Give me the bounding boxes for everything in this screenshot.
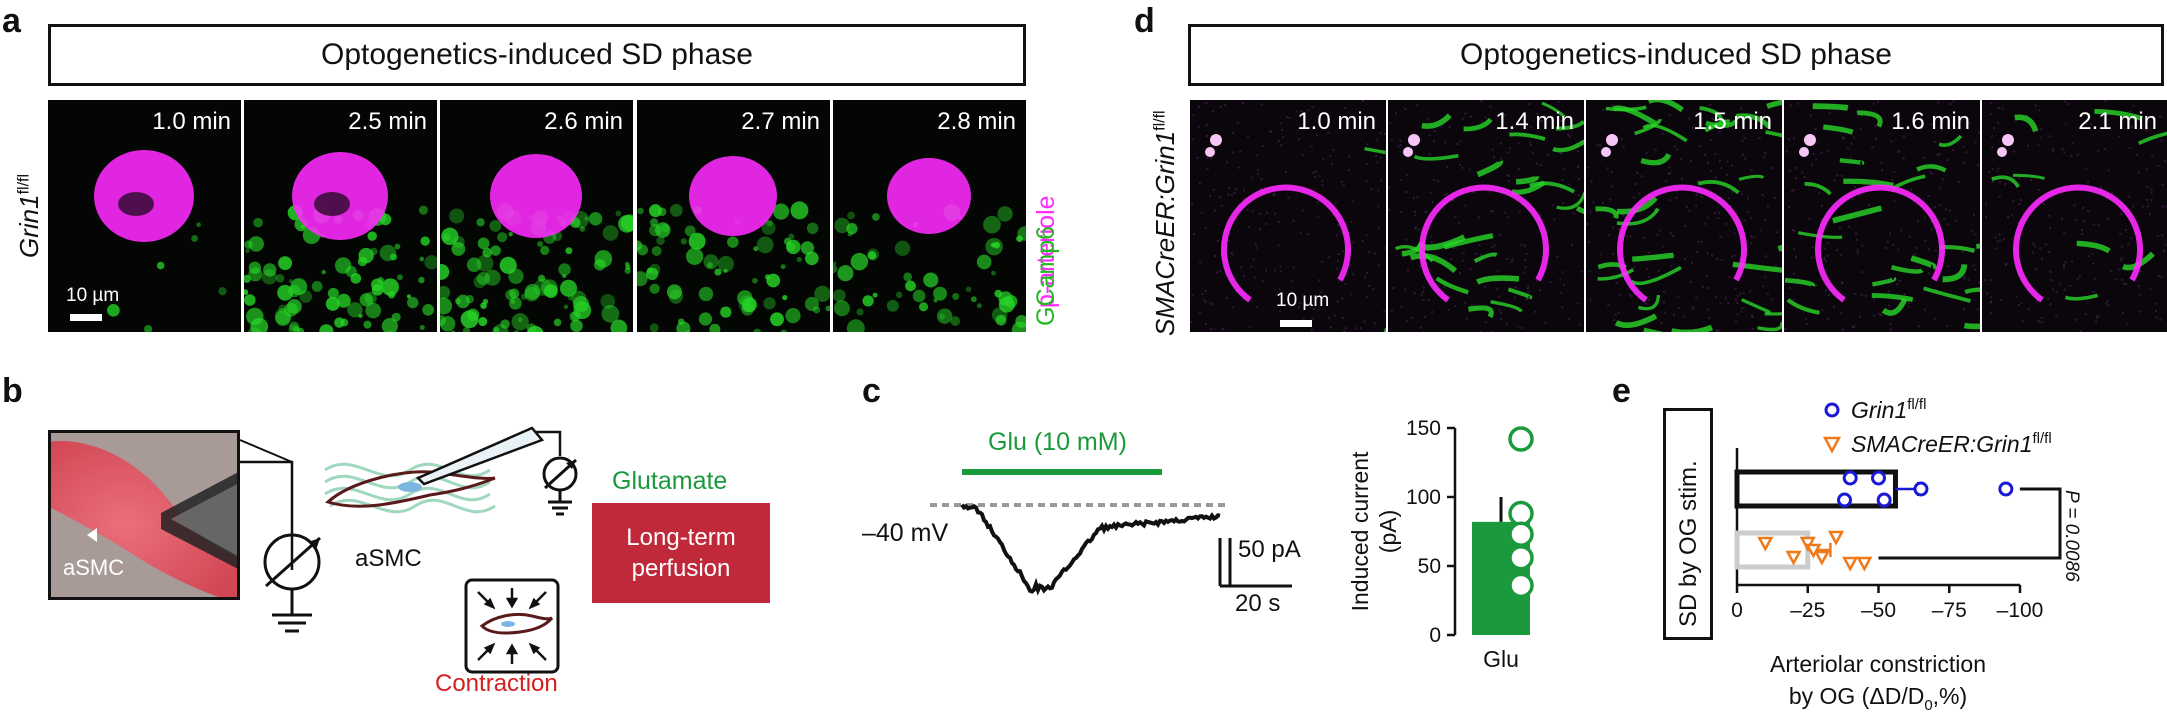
legend-marker-grin1 bbox=[1824, 402, 1840, 418]
time-label: 2.6 min bbox=[544, 108, 623, 135]
x-tick-label: –50 bbox=[1861, 599, 1896, 622]
data-point bbox=[1785, 550, 1802, 566]
image-panel-a-1: 1.0 min 10 µm bbox=[48, 100, 241, 332]
scale-bar-label: 10 µm bbox=[66, 285, 120, 306]
scale-label-y: 50 pA bbox=[1238, 536, 1301, 563]
patch-schematic bbox=[239, 426, 578, 674]
y-tick-label: 0 bbox=[1429, 624, 1441, 647]
image-panel-a-4: 2.7 min bbox=[637, 100, 830, 332]
current-trace bbox=[930, 469, 1235, 596]
image-panel-a-5: 2.8 min bbox=[833, 100, 1026, 332]
data-point bbox=[1799, 536, 1816, 552]
genotype-label-d: SMACreER:Grin1fl/fl bbox=[1150, 110, 1180, 336]
time-label: 1.5 min bbox=[1693, 108, 1772, 135]
perfusion-box: Long-term perfusion bbox=[592, 503, 770, 603]
data-point bbox=[1757, 536, 1774, 552]
significance-bracket bbox=[1878, 487, 2062, 560]
patch-clamp-micrograph: aSMC bbox=[48, 430, 240, 600]
panel-letter-c: c bbox=[862, 372, 881, 410]
data-point bbox=[1913, 481, 1929, 497]
time-label: 1.0 min bbox=[1297, 108, 1376, 135]
y-tick-label: 50 bbox=[1418, 555, 1441, 578]
legend-marker-smacreer bbox=[1822, 436, 1842, 454]
time-label: 1.6 min bbox=[1891, 108, 1970, 135]
x-tick-label: –75 bbox=[1932, 599, 1967, 622]
time-label: 2.5 min bbox=[348, 108, 427, 135]
image-panel-d-4: 1.6 min bbox=[1784, 100, 1980, 332]
data-point bbox=[1827, 530, 1845, 546]
channel-label-gcamp: GCamp6 bbox=[1032, 225, 1060, 326]
data-point bbox=[1871, 470, 1886, 486]
time-label: 2.1 min bbox=[2078, 108, 2157, 135]
image-panel-a-2: 2.5 min bbox=[244, 100, 437, 332]
data-point bbox=[1856, 556, 1873, 572]
bar-grin1 bbox=[1734, 469, 1898, 509]
image-panel-d-5: 2.1 min bbox=[1982, 100, 2167, 332]
legend-label-smacreer: SMACreER:Grin1fl/fl bbox=[1851, 430, 2052, 457]
p-value: P = 0.0086 bbox=[2061, 490, 2082, 582]
chart-arteriolar-constriction: 0 –25 –50 –75 –100 P = 0.0086 Grin1fl/fl SMACre… bbox=[1731, 396, 2082, 714]
genotype-label-a: Grin1fl/fl bbox=[14, 173, 44, 258]
time-label: 1.4 min bbox=[1495, 108, 1574, 135]
panel-letter-e: e bbox=[1612, 372, 1631, 410]
phase-banner-a: Optogenetics-induced SD phase bbox=[48, 24, 1026, 86]
chart-induced-current: 150 100 50 0 Induced current(pA) Glu bbox=[1347, 417, 1534, 672]
stim-label: Glu (10 mM) bbox=[988, 428, 1127, 456]
image-panel-d-3: 1.5 min bbox=[1586, 100, 1782, 332]
y-axis-label: Induced current(pA) bbox=[1347, 451, 1401, 611]
data-point bbox=[1508, 572, 1534, 599]
x-tick-label: –100 bbox=[1997, 599, 2044, 622]
panel-letter-a: a bbox=[2, 2, 21, 40]
data-point bbox=[1508, 521, 1534, 548]
trace-scalebar-ext bbox=[1228, 538, 1292, 588]
y-tick-label: 100 bbox=[1406, 486, 1441, 509]
scale-bar bbox=[1280, 320, 1312, 327]
scale-bar bbox=[70, 314, 102, 321]
time-label: 2.8 min bbox=[937, 108, 1016, 135]
data-point bbox=[1876, 492, 1892, 508]
panel-letter-d: d bbox=[1134, 2, 1155, 40]
x-category-label: Glu bbox=[1483, 646, 1519, 672]
scale-label-x: 20 s bbox=[1235, 590, 1281, 617]
cell-label-micrograph: aSMC bbox=[63, 555, 125, 580]
contraction-label: Contraction bbox=[435, 670, 558, 697]
scale-bar-label: 10 µm bbox=[1276, 290, 1330, 311]
y-tick-label: 150 bbox=[1406, 417, 1441, 440]
axis-y: 150 100 50 0 bbox=[1406, 417, 1457, 647]
cell-label-schematic: aSMC bbox=[355, 545, 422, 572]
phase-banner-d: Optogenetics-induced SD phase bbox=[1188, 24, 2164, 86]
image-panel-d-1: 1.0 min 10 µm bbox=[1190, 100, 1386, 332]
side-label: SD by OG stim. bbox=[1675, 460, 1702, 627]
data-point bbox=[1842, 470, 1858, 486]
x-tick-label: –25 bbox=[1790, 599, 1825, 622]
data-point bbox=[1508, 500, 1534, 527]
time-label: 2.7 min bbox=[741, 108, 820, 135]
data-point bbox=[1805, 543, 1822, 559]
panel-letter-b: b bbox=[2, 372, 23, 410]
data-point bbox=[1508, 544, 1534, 571]
side-label-box: SD by OG stim. bbox=[1663, 408, 1713, 640]
glutamate-label: Glutamate bbox=[612, 467, 728, 495]
x-tick-label: 0 bbox=[1731, 599, 1743, 622]
data-point bbox=[1813, 550, 1831, 566]
image-panel-d-2: 1.4 min bbox=[1388, 100, 1584, 332]
x-axis-label: Arteriolar constriction bbox=[1770, 651, 1986, 677]
time-label: 1.0 min bbox=[152, 108, 231, 135]
x-axis-label-2: by OG (ΔD/D0,%) bbox=[1789, 683, 1967, 714]
data-point bbox=[1837, 492, 1853, 508]
holding-potential: –40 mV bbox=[862, 519, 949, 547]
image-panel-a-3: 2.6 min bbox=[440, 100, 633, 332]
data-point bbox=[1998, 481, 2014, 497]
data-point bbox=[1508, 426, 1534, 452]
legend-label-grin1: Grin1fl/fl bbox=[1851, 396, 1926, 423]
legend: Grin1fl/fl SMACreER:Grin1fl/fl bbox=[1822, 396, 2052, 457]
data-point bbox=[1842, 556, 1859, 572]
